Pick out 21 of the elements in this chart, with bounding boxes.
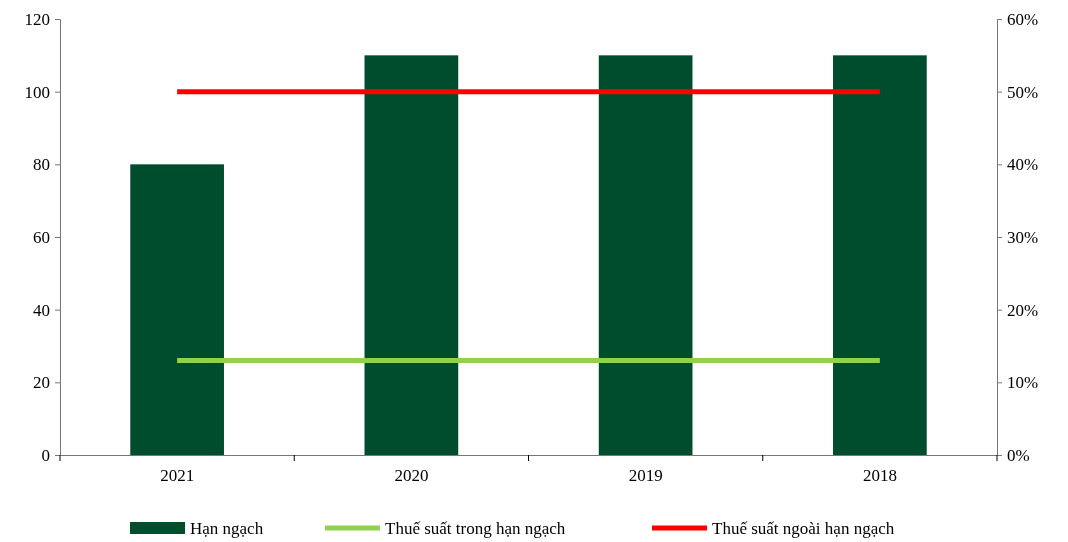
- legend-label: Hạn ngạch: [190, 519, 264, 538]
- y-tick-label: 60: [33, 227, 50, 247]
- x-tick-label: 2020: [394, 466, 429, 486]
- y-tick-label: 20: [33, 373, 50, 393]
- y-tick-label: 0: [41, 445, 50, 465]
- y2-tick-label: 10%: [1007, 373, 1039, 393]
- x-tick-label: 2018: [862, 466, 897, 486]
- y2-tick-label: 0%: [1007, 445, 1030, 465]
- y-tick-label: 80: [33, 155, 50, 175]
- legend-label: Thuế suất trong hạn ngạch: [385, 519, 566, 538]
- x-tick-label: 2021: [160, 466, 195, 486]
- y2-tick-label: 30%: [1007, 227, 1039, 247]
- y2-tick-label: 60%: [1007, 9, 1039, 29]
- y-tick-label: 120: [24, 9, 50, 29]
- y2-tick-label: 20%: [1007, 300, 1039, 320]
- y-tick-label: 100: [24, 82, 50, 102]
- y2-tick-label: 50%: [1007, 82, 1039, 102]
- legend-label: Thuế suất ngoài hạn ngạch: [712, 519, 895, 538]
- y2-tick-label: 40%: [1007, 155, 1039, 175]
- x-tick-label: 2019: [628, 466, 663, 486]
- y-tick-label: 40: [33, 300, 50, 320]
